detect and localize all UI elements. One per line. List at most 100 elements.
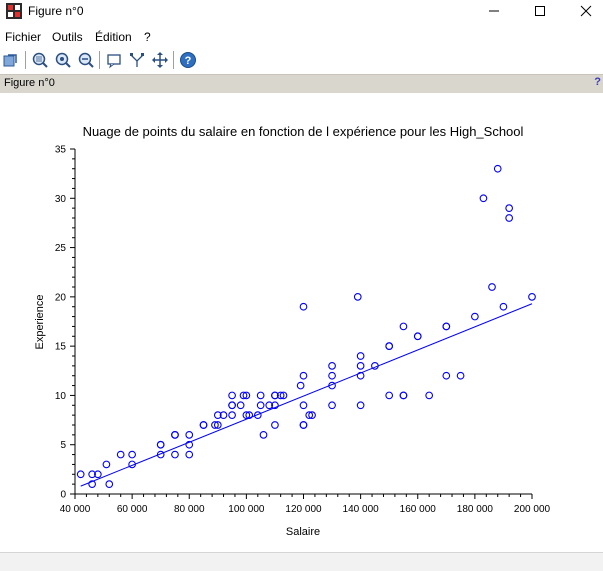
y-tick-label: 30 [55,194,67,205]
data-point [413,332,422,341]
data-point [308,411,316,419]
toolbar-separator [99,51,100,69]
data-point [399,322,408,331]
data-point [505,204,514,212]
data-point [171,431,179,439]
data-point [356,371,365,380]
scatter-chart[interactable]: Nuage de points du salaire en fonction d… [0,93,603,548]
menu-edition[interactable]: Édition [95,30,132,44]
data-point [528,293,536,301]
panel-help-icon[interactable]: ? [594,76,601,88]
data-point [242,411,251,419]
y-tick-label: 15 [55,342,67,353]
data-point [271,401,279,410]
data-point [328,401,336,410]
rotate-button[interactable] [1,50,21,70]
data-point [479,194,488,203]
data-point [328,371,336,380]
x-tick-label: 40 000 [60,504,91,515]
x-tick-label: 60 000 [117,504,148,515]
menu-help[interactable]: ? [144,30,151,44]
toolbar-separator [25,51,26,69]
data-point [242,391,251,400]
minimize-button[interactable] [471,0,517,22]
x-tick-label: 80 000 [174,504,205,515]
pan-icon [152,52,168,68]
toolbar-separator [173,51,174,69]
data-point [353,293,362,301]
menu-fichier[interactable]: Fichier [5,30,42,44]
data-point [385,391,394,400]
figure-panel-header: Figure n°0 ? [0,74,603,93]
x-tick-label: 140 000 [343,504,380,515]
help-icon: ? [180,52,196,68]
svg-text:?: ? [185,55,192,67]
regression-line [80,303,533,487]
panel-title: Figure n°0 [4,77,55,89]
data-point [356,401,365,410]
data-point [471,312,479,321]
y-tick-label: 35 [55,145,67,156]
data-point [271,421,279,429]
title-bar: Figure n°0 [0,0,603,22]
data-point [102,460,111,469]
plot-area: Nuage de points du salaire en fonction d… [0,93,603,548]
zoom-in-icon [32,52,48,68]
chart-title: Nuage de points du salaire en fonction d… [83,124,524,139]
zoom-reset-icon [78,52,94,68]
data-point [199,421,208,429]
data-point [276,391,285,400]
pan-button[interactable] [150,50,170,70]
data-point [299,401,308,410]
data-point [228,391,236,400]
datatip-icon [107,54,121,69]
y-tick-label: 10 [55,391,67,402]
x-tick-label: 100 000 [228,504,265,515]
data-point [296,381,305,390]
data-point [116,450,125,459]
status-bar [0,552,603,571]
maximize-button[interactable] [517,0,563,22]
y-tick-label: 20 [55,292,67,303]
rotate-icon [3,54,17,67]
data-point [299,421,308,429]
data-point [211,421,219,429]
data-point [505,214,514,222]
y-tick-label: 0 [60,490,66,501]
data-point [88,480,96,488]
chart-axes: 40 000 60 000 80 000 100 000 120 000 140 000 1… [55,145,551,516]
maximize-icon [535,6,545,16]
data-point [456,371,465,380]
menu-outils[interactable]: Outils [52,30,83,44]
data-point [76,470,85,479]
datatip-button[interactable] [104,50,124,70]
data-point [253,411,262,419]
data-point [271,391,279,400]
data-point [236,401,245,410]
close-icon [580,5,592,17]
data-point [356,352,365,360]
data-point [185,450,194,459]
data-point [488,283,496,291]
data-point [228,411,236,419]
x-axis-label: Salaire [286,526,320,538]
y-axis-label: Experience [34,294,46,349]
help-button[interactable]: ? [178,50,198,70]
data-point [171,450,179,459]
edit-axes-button[interactable] [127,50,147,70]
minimize-icon [489,10,499,12]
zoom-reset-button[interactable] [76,50,96,70]
zoom-in-button[interactable] [30,50,50,70]
data-point [239,391,248,400]
zoom-out-button[interactable] [53,50,73,70]
data-point [442,322,451,331]
data-point [256,401,265,410]
data-point [185,431,194,439]
close-button[interactable] [563,0,603,22]
data-point [259,431,268,439]
data-point [105,480,114,488]
data-point [442,371,451,380]
y-tick-label: 5 [60,440,66,451]
data-point [265,401,274,410]
menu-bar: Fichier Outils Édition ? [0,27,603,47]
